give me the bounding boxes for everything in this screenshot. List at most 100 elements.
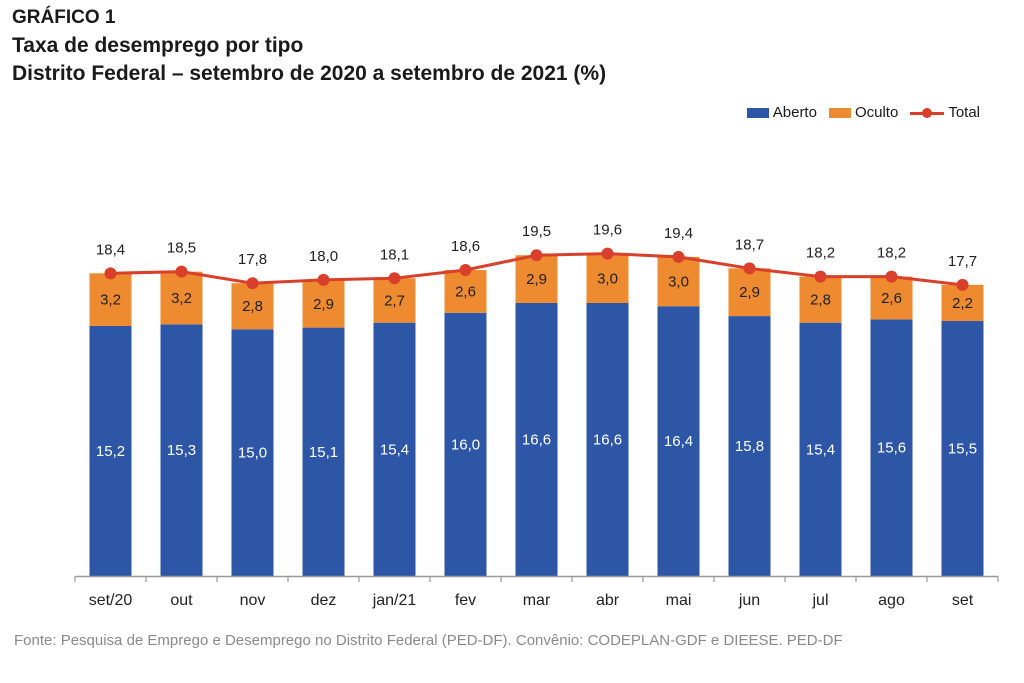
- data-label-aberto-1: 15,3: [167, 442, 196, 459]
- source-note: Fonte: Pesquisa de Emprego e Desemprego …: [14, 632, 843, 649]
- data-label-total-8: 19,4: [664, 225, 693, 242]
- x-tick-label-3: dez: [311, 592, 337, 609]
- data-label-oculto-2: 2,8: [242, 298, 263, 315]
- chart-number: GRÁFICO 1: [12, 7, 116, 28]
- legend-label-oculto: Oculto: [854, 104, 899, 121]
- data-label-aberto-6: 16,6: [522, 431, 551, 448]
- point-total-8: [672, 250, 685, 263]
- data-label-total-10: 18,2: [806, 245, 835, 262]
- point-total-11: [885, 270, 898, 283]
- bar-aberto-2: [231, 329, 274, 576]
- bar-oculto-0: [89, 273, 132, 326]
- x-tick-label-6: mar: [523, 592, 551, 609]
- x-tick-label-1: out: [170, 592, 193, 609]
- bar-oculto-7: [586, 253, 629, 303]
- bar-oculto-2: [231, 283, 274, 330]
- bar-oculto-12: [941, 284, 984, 322]
- point-total-10: [814, 270, 827, 283]
- bar-aberto-9: [728, 316, 771, 576]
- bar-oculto-10: [799, 276, 842, 323]
- bar-aberto-5: [444, 312, 487, 576]
- data-label-oculto-11: 2,6: [881, 290, 902, 307]
- data-label-aberto-5: 16,0: [451, 436, 480, 453]
- data-label-oculto-3: 2,9: [313, 296, 334, 313]
- legend-label-total: Total: [948, 104, 980, 121]
- x-tick-label-8: mai: [666, 592, 692, 609]
- x-tick-label-12: set: [952, 592, 974, 609]
- data-label-total-6: 19,5: [522, 223, 551, 240]
- chart-title: Taxa de desemprego por tipo: [12, 34, 304, 57]
- point-total-5: [459, 264, 472, 277]
- x-tick-label-5: fev: [455, 592, 476, 609]
- data-label-total-9: 18,7: [735, 236, 764, 253]
- data-label-oculto-6: 2,9: [526, 271, 547, 288]
- legend-item-aberto: Aberto: [746, 104, 817, 121]
- legend-label-aberto: Aberto: [772, 104, 817, 121]
- data-label-total-11: 18,2: [877, 245, 906, 262]
- bar-aberto-3: [302, 327, 345, 576]
- data-label-oculto-7: 3,0: [597, 270, 618, 287]
- point-total-3: [317, 273, 330, 286]
- bar-aberto-4: [373, 322, 416, 576]
- data-label-oculto-5: 2,6: [455, 283, 476, 300]
- data-label-total-3: 18,0: [309, 248, 338, 265]
- point-total-9: [743, 262, 756, 275]
- data-label-total-7: 19,6: [593, 222, 622, 239]
- data-label-aberto-12: 15,5: [948, 441, 977, 458]
- point-total-1: [175, 265, 188, 278]
- bar-oculto-4: [373, 278, 416, 323]
- data-label-aberto-2: 15,0: [238, 445, 267, 462]
- point-total-4: [388, 272, 401, 285]
- data-label-aberto-9: 15,8: [735, 438, 764, 455]
- data-label-oculto-1: 3,2: [171, 290, 192, 307]
- bar-oculto-8: [657, 256, 700, 307]
- x-tick-label-7: abr: [596, 592, 620, 609]
- legend-item-oculto: Oculto: [828, 104, 899, 121]
- point-total-12: [956, 278, 969, 291]
- data-label-oculto-9: 2,9: [739, 284, 760, 301]
- bar-aberto-8: [657, 306, 700, 576]
- data-label-aberto-4: 15,4: [380, 441, 409, 458]
- data-label-oculto-12: 2,2: [952, 295, 973, 312]
- data-label-aberto-10: 15,4: [806, 441, 835, 458]
- x-tick-label-10: jul: [811, 592, 828, 609]
- x-tick-label-2: nov: [240, 592, 266, 609]
- bar-aberto-12: [941, 321, 984, 576]
- bar-aberto-1: [160, 324, 203, 576]
- data-label-aberto-3: 15,1: [309, 444, 338, 461]
- data-label-total-5: 18,6: [451, 238, 480, 255]
- x-tick-label-11: ago: [878, 592, 905, 609]
- data-label-oculto-10: 2,8: [810, 292, 831, 309]
- bar-oculto-11: [870, 276, 913, 320]
- bar-aberto-7: [586, 302, 629, 576]
- data-label-aberto-0: 15,2: [96, 443, 125, 460]
- bar-oculto-5: [444, 270, 487, 313]
- legend-swatch-oculto: [828, 107, 851, 118]
- bar-oculto-3: [302, 279, 345, 328]
- data-label-total-0: 18,4: [96, 241, 125, 258]
- data-label-oculto-0: 3,2: [100, 292, 121, 309]
- data-label-aberto-11: 15,6: [877, 440, 906, 457]
- legend-item-total: Total: [910, 104, 980, 121]
- bar-aberto-0: [89, 325, 132, 576]
- legend-swatch-total: [910, 107, 945, 118]
- data-label-oculto-8: 3,0: [668, 274, 689, 291]
- bar-aberto-11: [870, 319, 913, 576]
- bar-oculto-9: [728, 268, 771, 317]
- chart-subtitle: Distrito Federal – setembro de 2020 a se…: [12, 62, 607, 85]
- x-tick-label-0: set/20: [89, 592, 133, 609]
- data-label-total-12: 17,7: [948, 253, 977, 270]
- point-total-0: [104, 267, 117, 280]
- point-total-2: [246, 277, 259, 290]
- x-tick-label-4: jan/21: [372, 592, 417, 609]
- bar-aberto-6: [515, 302, 558, 576]
- data-label-oculto-4: 2,7: [384, 292, 405, 309]
- legend-swatch-aberto: [746, 107, 769, 118]
- x-tick-label-9: jun: [738, 592, 760, 609]
- chart-header: GRÁFICO 1 Taxa de desemprego por tipo Di…: [12, 4, 606, 88]
- data-label-total-2: 17,8: [238, 251, 267, 268]
- data-label-aberto-7: 16,6: [593, 431, 622, 448]
- data-label-total-4: 18,1: [380, 246, 409, 263]
- chart-legend: Aberto Oculto Total: [741, 104, 980, 121]
